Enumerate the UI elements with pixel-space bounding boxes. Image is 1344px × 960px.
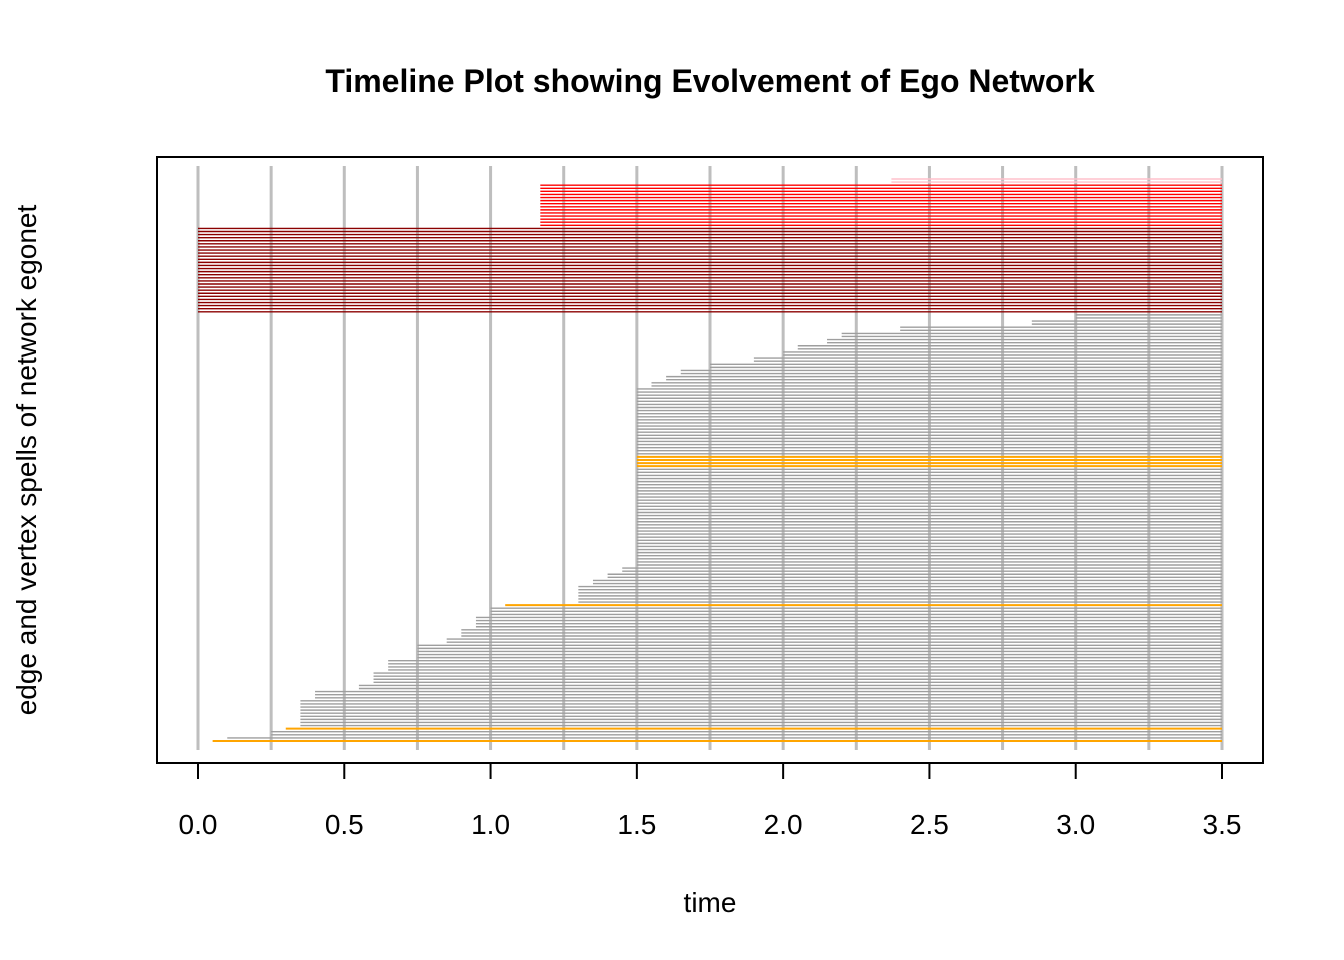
- x-axis-label: time: [684, 887, 737, 918]
- chart-title: Timeline Plot showing Evolvement of Ego …: [325, 63, 1095, 99]
- x-tick-label: 0.5: [325, 809, 364, 840]
- x-tick-label: 1.5: [617, 809, 656, 840]
- x-tick-label: 1.0: [471, 809, 510, 840]
- x-tick-label: 3.5: [1203, 809, 1242, 840]
- x-tick-label: 3.0: [1056, 809, 1095, 840]
- x-axis-ticks: 0.0 0.5 1.0 1.5 2.0 2.5 3.0 3.5: [179, 763, 1242, 840]
- spell-lines: [198, 178, 1222, 742]
- gridlines: [196, 166, 1224, 750]
- x-tick-label: 2.0: [764, 809, 803, 840]
- y-axis-label: edge and vertex spells of network egonet: [11, 205, 42, 716]
- x-tick-label: 2.5: [910, 809, 949, 840]
- x-tick-label: 0.0: [179, 809, 218, 840]
